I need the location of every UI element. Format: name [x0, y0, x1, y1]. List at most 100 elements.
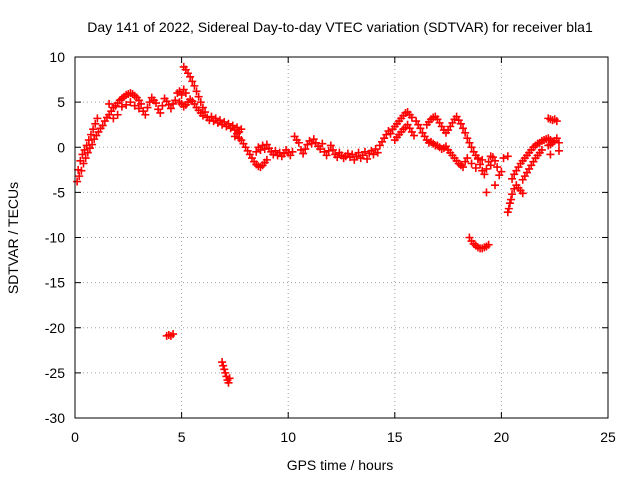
data-point	[369, 150, 378, 159]
data-point	[89, 125, 98, 134]
data-point	[482, 164, 491, 173]
data-point	[256, 145, 265, 154]
x-tick-label: 20	[494, 429, 510, 445]
data-point	[233, 129, 242, 138]
data-point	[326, 141, 335, 150]
data-point	[188, 77, 197, 86]
data-point	[486, 161, 495, 170]
x-tick-label: 5	[178, 429, 186, 445]
data-point	[546, 150, 555, 159]
data-point	[169, 330, 178, 339]
data-point	[252, 147, 261, 156]
data-point	[91, 119, 100, 128]
data-point	[360, 147, 369, 156]
x-tick-label: 0	[71, 429, 79, 445]
data-point	[192, 87, 201, 96]
data-point	[262, 155, 271, 164]
data-point	[194, 92, 203, 101]
data-point	[141, 110, 150, 119]
y-tick-label: 10	[49, 49, 65, 65]
data-point	[467, 159, 476, 168]
data-point	[73, 177, 82, 186]
data-point	[181, 89, 190, 98]
data-point	[220, 365, 229, 374]
data-point	[373, 148, 382, 157]
data-point	[130, 101, 139, 110]
data-point	[480, 170, 489, 179]
y-tick-label: -15	[45, 275, 65, 291]
data-point	[552, 134, 561, 143]
data-point	[322, 151, 331, 160]
data-point	[260, 145, 269, 154]
y-tick-label: -10	[45, 230, 65, 246]
data-point	[75, 172, 84, 181]
data-point	[363, 154, 372, 163]
data-point	[109, 114, 118, 123]
data-point	[105, 99, 114, 108]
data-point	[196, 98, 205, 107]
data-point	[478, 155, 487, 164]
data-point	[482, 188, 491, 197]
data-point	[508, 190, 517, 199]
data-point	[218, 358, 227, 367]
data-point	[186, 72, 195, 81]
plot-frame	[74, 56, 609, 419]
data-point	[117, 102, 126, 111]
data-point	[301, 145, 310, 154]
data-point	[83, 148, 92, 157]
data-point	[491, 181, 500, 190]
data-point	[537, 145, 546, 154]
y-tick-label: -5	[53, 184, 66, 200]
data-point	[237, 125, 246, 134]
data-point	[98, 121, 107, 130]
data-point	[219, 361, 228, 370]
data-point	[288, 147, 297, 156]
data-point	[134, 104, 143, 113]
data-point	[484, 240, 493, 249]
data-point	[224, 119, 233, 128]
data-point	[221, 368, 230, 377]
data-point	[318, 139, 327, 148]
data-point	[207, 112, 216, 121]
data-point	[113, 110, 122, 119]
data-point	[456, 119, 465, 128]
data-point	[158, 101, 167, 110]
data-point	[79, 159, 88, 168]
data-point	[471, 164, 480, 173]
data-point	[220, 117, 229, 126]
data-point	[505, 199, 514, 208]
data-point	[126, 98, 135, 107]
data-point	[93, 114, 102, 123]
data-point	[463, 154, 472, 163]
data-point	[77, 166, 86, 175]
data-point	[554, 146, 563, 155]
data-point	[459, 124, 468, 133]
data-point	[473, 154, 482, 163]
data-point	[81, 154, 90, 163]
data-point	[299, 149, 308, 158]
data-point	[386, 129, 395, 138]
data-point	[88, 140, 97, 149]
data-point	[215, 116, 224, 125]
data-point	[211, 114, 220, 123]
data-point	[198, 103, 207, 112]
data-point	[316, 145, 325, 154]
y-tick-label: -25	[45, 365, 65, 381]
data-point	[459, 163, 468, 172]
data-point	[416, 124, 425, 133]
data-point	[499, 154, 508, 163]
x-tick-label: 25	[600, 429, 616, 445]
x-tick-label: 10	[280, 429, 296, 445]
data-point	[333, 153, 342, 162]
x-tick-label: 15	[387, 429, 403, 445]
data-point	[461, 128, 470, 137]
data-point	[225, 374, 234, 383]
data-point	[508, 174, 517, 183]
data-point	[554, 138, 563, 147]
data-point	[348, 150, 357, 159]
chart-title: Day 141 of 2022, Sidereal Day-to-day VTE…	[87, 19, 593, 35]
data-point	[465, 138, 474, 147]
data-point	[324, 146, 333, 155]
data-point	[491, 156, 500, 165]
